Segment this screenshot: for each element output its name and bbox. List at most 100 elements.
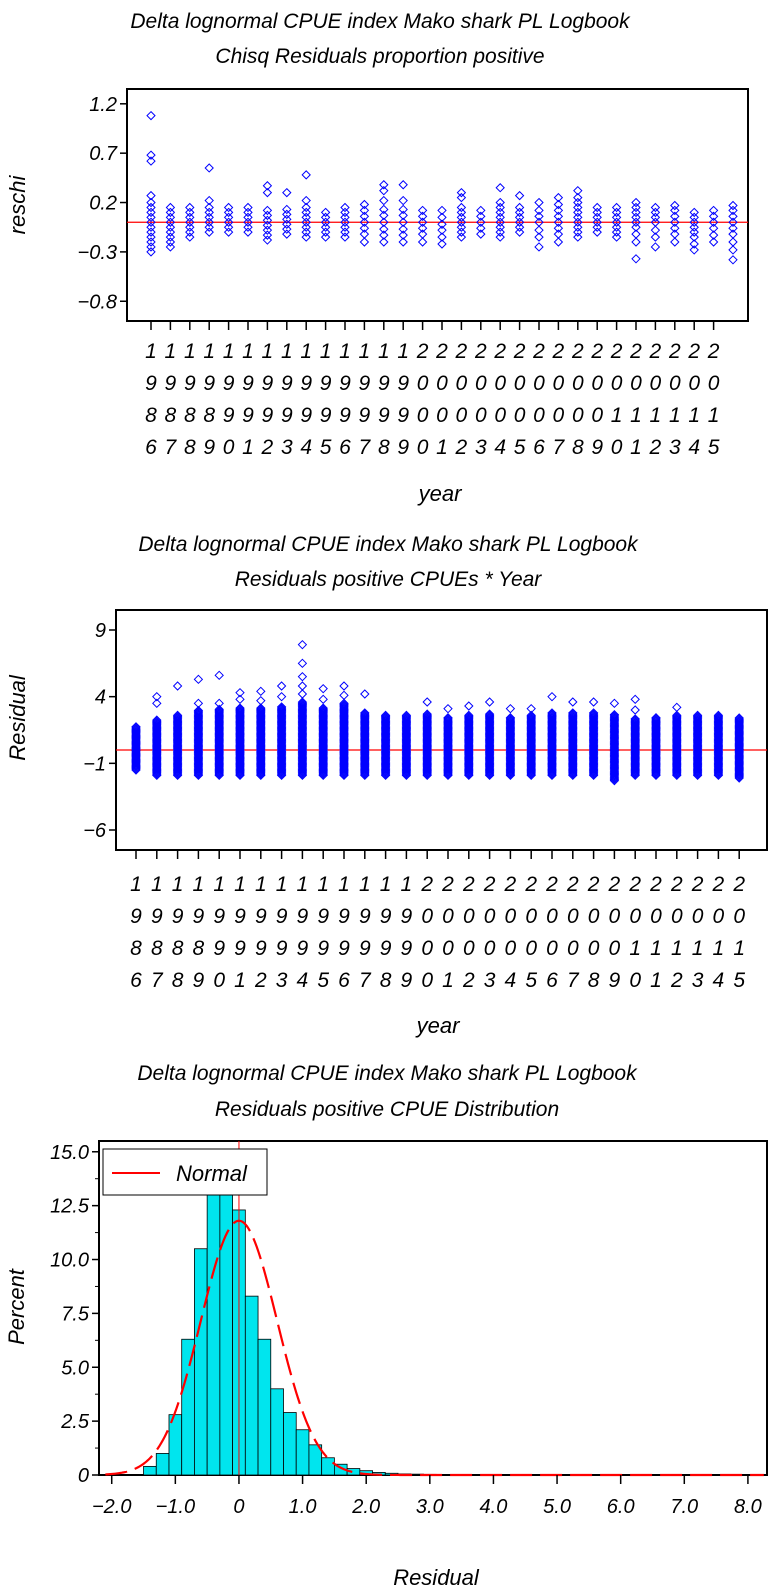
data-point [193,705,204,716]
data-point [592,202,602,213]
data-point [437,205,447,216]
data-point [650,207,661,218]
data-point [534,232,544,242]
data-point [243,227,253,237]
data-point [708,230,719,240]
y-tick-label: 2.5 [60,1411,90,1433]
data-point [359,211,370,222]
data-point [588,708,599,718]
data-point [172,710,183,721]
data-point [165,232,176,242]
data-point [650,232,661,242]
data-point [631,202,641,213]
data-point [146,190,156,201]
data-point [379,230,389,240]
data-point [514,190,525,201]
chart-1: Delta lognormal CPUE index Mako shark PL… [5,10,749,506]
data-point [214,704,224,715]
data-point [670,223,680,233]
data-point [534,205,544,216]
data-point [417,229,428,239]
data-point [609,709,620,720]
data-point [380,710,391,721]
data-point [568,709,578,719]
data-point [185,212,195,223]
data-point [340,217,350,227]
x-tick-label: 4.0 [480,1496,508,1518]
data-point [553,229,564,239]
data-point [573,212,583,223]
data-point [340,227,350,237]
data-point [165,227,176,237]
data-point [611,207,622,218]
data-point [708,223,719,233]
chart-1-plot-frame [126,88,749,322]
data-point [484,709,495,719]
data-point [223,217,234,227]
x-tick-label: 7.0 [670,1496,698,1518]
data-point [146,217,156,227]
data-point [185,217,195,227]
data-point [282,204,292,215]
data-point [223,202,234,213]
data-point [495,227,505,237]
data-point [713,710,724,721]
data-point [631,217,641,227]
data-point [214,698,224,709]
data-point [301,202,311,213]
data-point [380,711,391,722]
data-point [146,212,156,223]
data-point [443,713,453,723]
data-point [495,207,505,218]
data-point [456,187,467,198]
data-point [456,222,467,232]
data-point [320,227,331,237]
data-point [379,210,389,221]
data-point [262,215,273,226]
data-point [262,230,273,240]
data-point [185,202,195,213]
data-point [297,698,308,709]
data-point [359,237,370,247]
data-point [146,207,156,218]
data-point [592,217,602,227]
histogram-bar [257,1338,272,1476]
data-point [670,237,680,247]
data-point [282,219,292,229]
histogram-bar [143,1465,157,1476]
data-point [631,237,641,247]
data-point [611,227,622,237]
chart-1-subtitle: Chisq Residuals proportion positive [215,45,544,68]
data-point [214,670,224,681]
data-point [146,110,156,121]
data-point [172,681,183,691]
y-tick-label: 5.0 [61,1357,89,1379]
data-point [692,711,703,722]
data-point [708,205,719,216]
data-point [573,227,583,237]
data-point [692,710,703,721]
data-point [728,223,738,233]
data-point [379,217,389,227]
data-point [422,697,432,707]
x-tick-label: 8.0 [734,1496,762,1518]
data-point [456,202,467,213]
data-point [301,170,311,180]
chart-3-x-label: Residual [393,1565,480,1590]
data-point [301,227,311,237]
chart-2-x-tick-labels: 1 9 8 6 1 9 8 7 1 9 8 8 1 9 8 9 1 9 9 0 1 9 9 1 1 9 9 2 1 9 9 3 1 9 9 4 1 9 9 5… [130,850,745,992]
data-point [553,205,564,216]
data-point [422,709,432,719]
data-point [204,207,214,218]
